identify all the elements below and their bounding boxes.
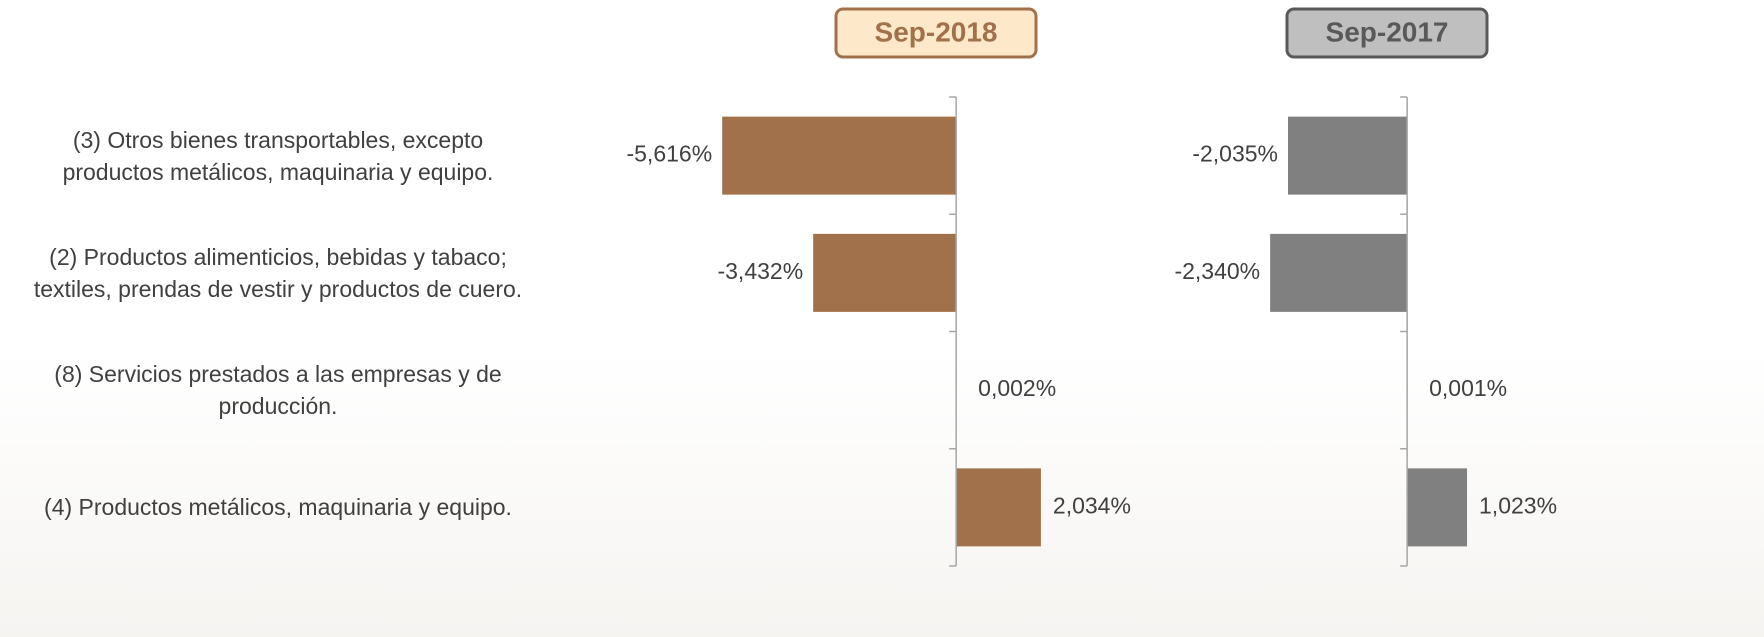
bar: [813, 233, 957, 312]
bar: [956, 468, 1041, 547]
value-label: -2,035%: [1192, 141, 1278, 167]
value-label: 0,002%: [978, 375, 1056, 401]
value-label: -5,616%: [626, 141, 712, 167]
chart-title: Sep-2017: [1326, 16, 1449, 47]
value-label: -3,432%: [717, 258, 803, 284]
chart-title: Sep-2018: [875, 16, 998, 47]
value-label: -2,340%: [1174, 258, 1260, 284]
category-label: (8) Servicios prestados a las empresas y…: [54, 361, 502, 420]
value-label: 2,034%: [1053, 492, 1131, 518]
value-label: 1,023%: [1479, 492, 1557, 518]
category-label: (3) Otros bienes transportables, excepto…: [62, 126, 494, 185]
bar: [1270, 233, 1408, 312]
title-box: [1285, 7, 1489, 59]
category-label: (2) Productos alimenticios, bebidas y ta…: [33, 243, 523, 302]
bar: [1407, 468, 1468, 547]
category-label: (4) Productos metálicos, maquinaria y eq…: [44, 494, 512, 521]
value-label: 0,001%: [1429, 375, 1507, 401]
bar: [1287, 116, 1408, 195]
bar: [722, 116, 957, 195]
title-box: [834, 7, 1038, 59]
